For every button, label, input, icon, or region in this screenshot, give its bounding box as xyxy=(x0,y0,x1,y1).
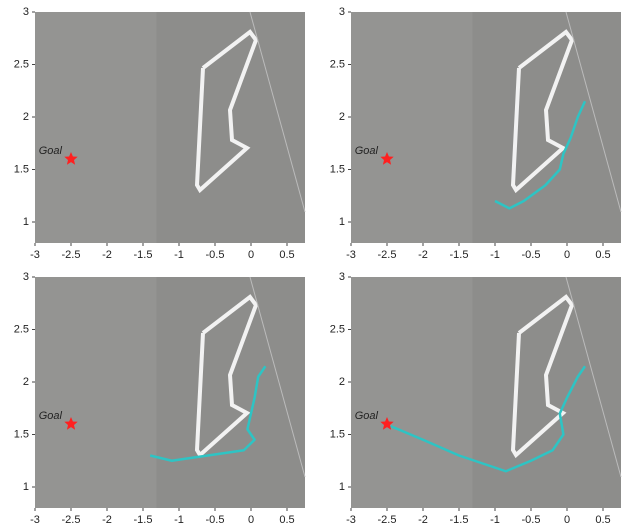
x-tick-label: -1.5 xyxy=(450,514,469,526)
x-tick-label: 0.5 xyxy=(595,249,610,261)
x-tick-label: 0 xyxy=(248,514,254,526)
y-tick-label: 3 xyxy=(23,6,29,18)
y-tick-label: 1 xyxy=(339,481,345,493)
floor-shade xyxy=(35,12,157,243)
x-tick-label: -3 xyxy=(346,514,356,526)
goal-label: Goal xyxy=(355,145,379,157)
y-tick-label: 3 xyxy=(23,271,29,283)
x-tick-label: -1.5 xyxy=(134,249,153,261)
y-tick-label: 1.5 xyxy=(14,163,29,175)
figure: -3 -2.5 -2 -1.5 -1 -0.5 0 0.5 1 1.5 2 2.5 3 Goal -3 -2.… xyxy=(0,0,639,527)
y-tick-label: 2.5 xyxy=(330,58,345,70)
goal-label: Goal xyxy=(39,145,63,157)
x-tick-label: -0.5 xyxy=(522,249,541,261)
x-tick-label: 0 xyxy=(564,249,570,261)
x-tick-label: -2.5 xyxy=(62,514,81,526)
y-tick-label: 2 xyxy=(339,111,345,123)
y-tick-label: 2.5 xyxy=(330,323,345,335)
y-tick-label: 2 xyxy=(23,111,29,123)
x-tick-label: -2 xyxy=(102,514,112,526)
y-tick-label: 1.5 xyxy=(330,163,345,175)
x-tick-label: -3 xyxy=(346,249,356,261)
x-tick-label: -1 xyxy=(490,514,500,526)
goal-label: Goal xyxy=(39,410,63,422)
x-tick-label: -2 xyxy=(418,249,428,261)
x-tick-label: -3 xyxy=(30,249,40,261)
floor-shade xyxy=(35,277,157,508)
x-tick-label: -2.5 xyxy=(62,249,81,261)
x-tick-label: -2 xyxy=(418,514,428,526)
x-tick-label: 0 xyxy=(248,249,254,261)
x-tick-label: -2.5 xyxy=(378,514,397,526)
x-tick-label: -1.5 xyxy=(134,514,153,526)
y-tick-label: 3 xyxy=(339,271,345,283)
y-tick-label: 1 xyxy=(23,481,29,493)
y-tick-label: 1.5 xyxy=(330,428,345,440)
floor-shade xyxy=(351,12,473,243)
x-tick-label: -2.5 xyxy=(378,249,397,261)
x-tick-label: 0.5 xyxy=(595,514,610,526)
x-tick-label: -3 xyxy=(30,514,40,526)
goal-label: Goal xyxy=(355,410,379,422)
x-tick-label: -0.5 xyxy=(206,249,225,261)
x-tick-label: 0.5 xyxy=(279,514,294,526)
y-tick-label: 2 xyxy=(23,376,29,388)
x-tick-label: -0.5 xyxy=(522,514,541,526)
x-tick-label: -0.5 xyxy=(206,514,225,526)
x-tick-label: -1 xyxy=(174,249,184,261)
x-tick-label: 0.5 xyxy=(279,249,294,261)
x-tick-label: -2 xyxy=(102,249,112,261)
x-tick-label: -1 xyxy=(490,249,500,261)
y-tick-label: 1.5 xyxy=(14,428,29,440)
y-tick-label: 1 xyxy=(339,216,345,228)
x-tick-label: -1 xyxy=(174,514,184,526)
x-tick-label: -1.5 xyxy=(450,249,469,261)
y-tick-label: 2.5 xyxy=(14,323,29,335)
y-tick-label: 2 xyxy=(339,376,345,388)
x-tick-label: 0 xyxy=(564,514,570,526)
floor-shade xyxy=(351,277,473,508)
y-tick-label: 1 xyxy=(23,216,29,228)
y-tick-label: 2.5 xyxy=(14,58,29,70)
y-tick-label: 3 xyxy=(339,6,345,18)
